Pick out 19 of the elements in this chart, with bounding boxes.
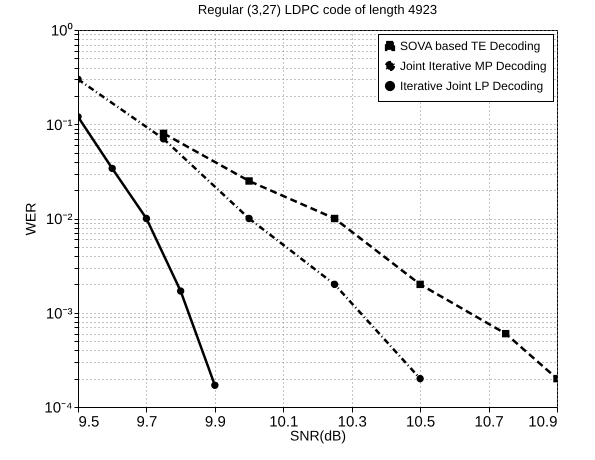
chart-title: Regular (3,27) LDPC code of length 4923	[198, 2, 438, 17]
x-tick-label: 10.9	[528, 414, 558, 430]
x-tick-label: 10.3	[338, 414, 367, 430]
x-tick-label: 10.7	[474, 414, 504, 430]
legend-label: Joint Iterative MP Decoding	[400, 59, 547, 73]
y-tick-label: 10⁰	[50, 22, 72, 40]
x-axis-title: SNR(dB)	[290, 428, 346, 444]
y-tick-label: 10⁻¹	[46, 116, 72, 134]
x-tick-label: 10.5	[406, 414, 436, 430]
x-tick-label: 9.5	[78, 414, 100, 430]
y-tick-label: 10⁻⁴	[44, 400, 72, 416]
legend-label: Iterative Joint LP Decoding	[400, 79, 544, 93]
x-tick-label: 10.1	[269, 414, 298, 430]
y-tick-label: 10⁻²	[46, 211, 72, 228]
legend-label: SOVA based TE Decoding	[400, 39, 540, 53]
x-tick-label: 9.7	[136, 414, 158, 430]
x-tick-label: 9.9	[204, 414, 226, 430]
y-axis-title: WER	[22, 202, 38, 236]
y-tick-label: 10⁻³	[46, 305, 72, 322]
